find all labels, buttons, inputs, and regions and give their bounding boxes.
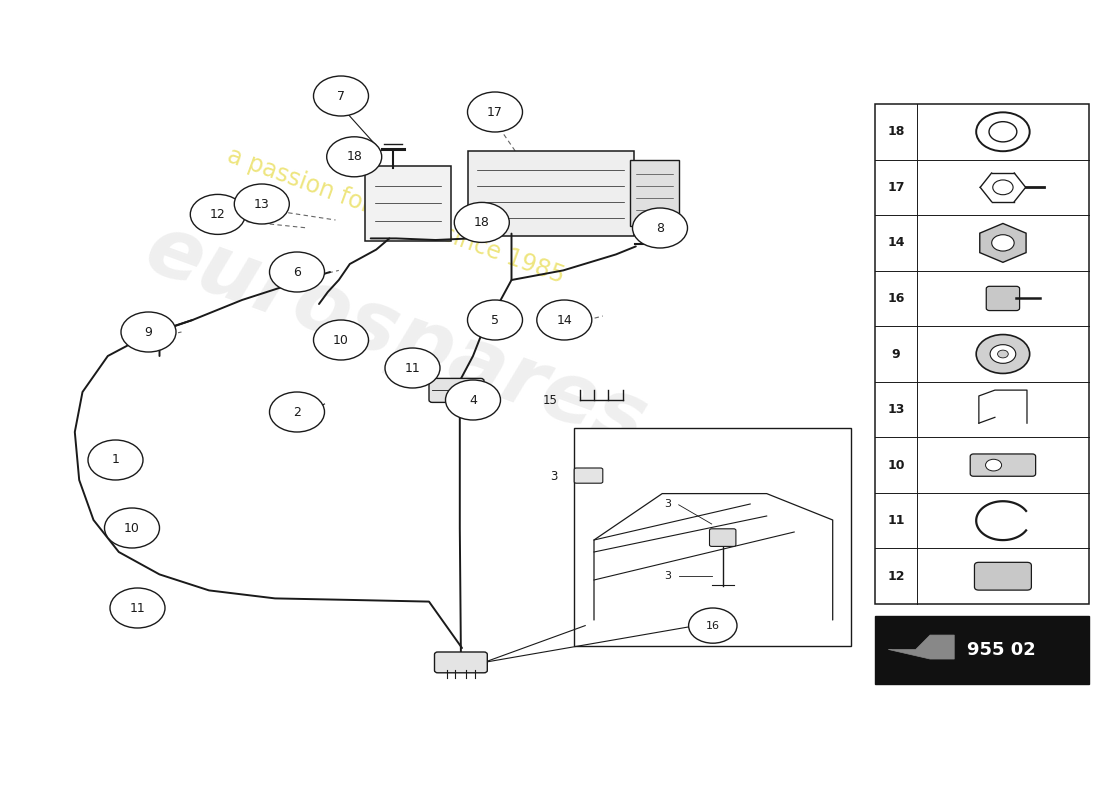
Circle shape	[88, 440, 143, 480]
FancyBboxPatch shape	[429, 378, 484, 402]
FancyBboxPatch shape	[468, 151, 634, 236]
Text: 10: 10	[888, 458, 904, 472]
Circle shape	[689, 608, 737, 643]
FancyBboxPatch shape	[365, 166, 451, 241]
Text: 10: 10	[124, 522, 140, 534]
Circle shape	[385, 348, 440, 388]
Text: a passion for parts since 1985: a passion for parts since 1985	[224, 144, 568, 288]
Text: 18: 18	[888, 126, 904, 138]
Text: 18: 18	[346, 150, 362, 163]
Text: 3: 3	[664, 571, 671, 581]
Text: 11: 11	[130, 602, 145, 614]
Text: 15: 15	[542, 394, 558, 406]
Text: 13: 13	[888, 403, 904, 416]
Circle shape	[314, 320, 369, 360]
Circle shape	[110, 588, 165, 628]
Text: 17: 17	[487, 106, 503, 118]
FancyBboxPatch shape	[987, 286, 1020, 310]
Circle shape	[190, 194, 245, 234]
Text: 4: 4	[469, 394, 477, 406]
FancyBboxPatch shape	[970, 454, 1035, 476]
Text: 13: 13	[254, 198, 270, 210]
Circle shape	[986, 459, 1002, 471]
FancyBboxPatch shape	[876, 104, 1089, 604]
Circle shape	[327, 137, 382, 177]
Text: 9: 9	[144, 326, 153, 338]
Text: 3: 3	[550, 470, 558, 482]
Circle shape	[270, 392, 324, 432]
Text: 12: 12	[888, 570, 904, 582]
Text: 18: 18	[474, 216, 490, 229]
Text: 955 02: 955 02	[968, 641, 1036, 659]
Text: 2: 2	[293, 406, 301, 418]
Text: 14: 14	[888, 236, 904, 250]
Text: 1: 1	[111, 454, 120, 466]
Circle shape	[990, 345, 1015, 363]
Circle shape	[446, 380, 501, 420]
Text: 16: 16	[888, 292, 904, 305]
Text: 9: 9	[892, 347, 900, 361]
FancyBboxPatch shape	[876, 616, 1089, 684]
Text: 16: 16	[706, 621, 719, 630]
Circle shape	[468, 92, 522, 132]
Text: 11: 11	[888, 514, 904, 527]
Circle shape	[234, 184, 289, 224]
Circle shape	[121, 312, 176, 352]
Text: 7: 7	[337, 90, 345, 102]
Circle shape	[537, 300, 592, 340]
Text: 11: 11	[405, 362, 420, 374]
Circle shape	[468, 300, 522, 340]
Text: 17: 17	[888, 181, 904, 194]
Circle shape	[454, 202, 509, 242]
Text: 5: 5	[491, 314, 499, 326]
Text: 14: 14	[557, 314, 572, 326]
Circle shape	[270, 252, 324, 292]
Circle shape	[992, 234, 1014, 251]
FancyBboxPatch shape	[434, 652, 487, 673]
Circle shape	[998, 350, 1009, 358]
Polygon shape	[889, 635, 954, 659]
FancyBboxPatch shape	[975, 562, 1032, 590]
Polygon shape	[980, 223, 1026, 262]
Text: 12: 12	[210, 208, 225, 221]
Text: 6: 6	[293, 266, 301, 278]
Circle shape	[632, 208, 688, 248]
Circle shape	[976, 334, 1030, 374]
Text: eurospares: eurospares	[134, 208, 658, 464]
Text: 10: 10	[333, 334, 349, 346]
Text: 3: 3	[664, 499, 671, 509]
FancyBboxPatch shape	[710, 529, 736, 546]
Circle shape	[314, 76, 369, 116]
Circle shape	[104, 508, 160, 548]
FancyBboxPatch shape	[630, 160, 679, 226]
FancyBboxPatch shape	[574, 468, 603, 483]
FancyBboxPatch shape	[574, 428, 851, 646]
Text: 8: 8	[656, 222, 664, 234]
